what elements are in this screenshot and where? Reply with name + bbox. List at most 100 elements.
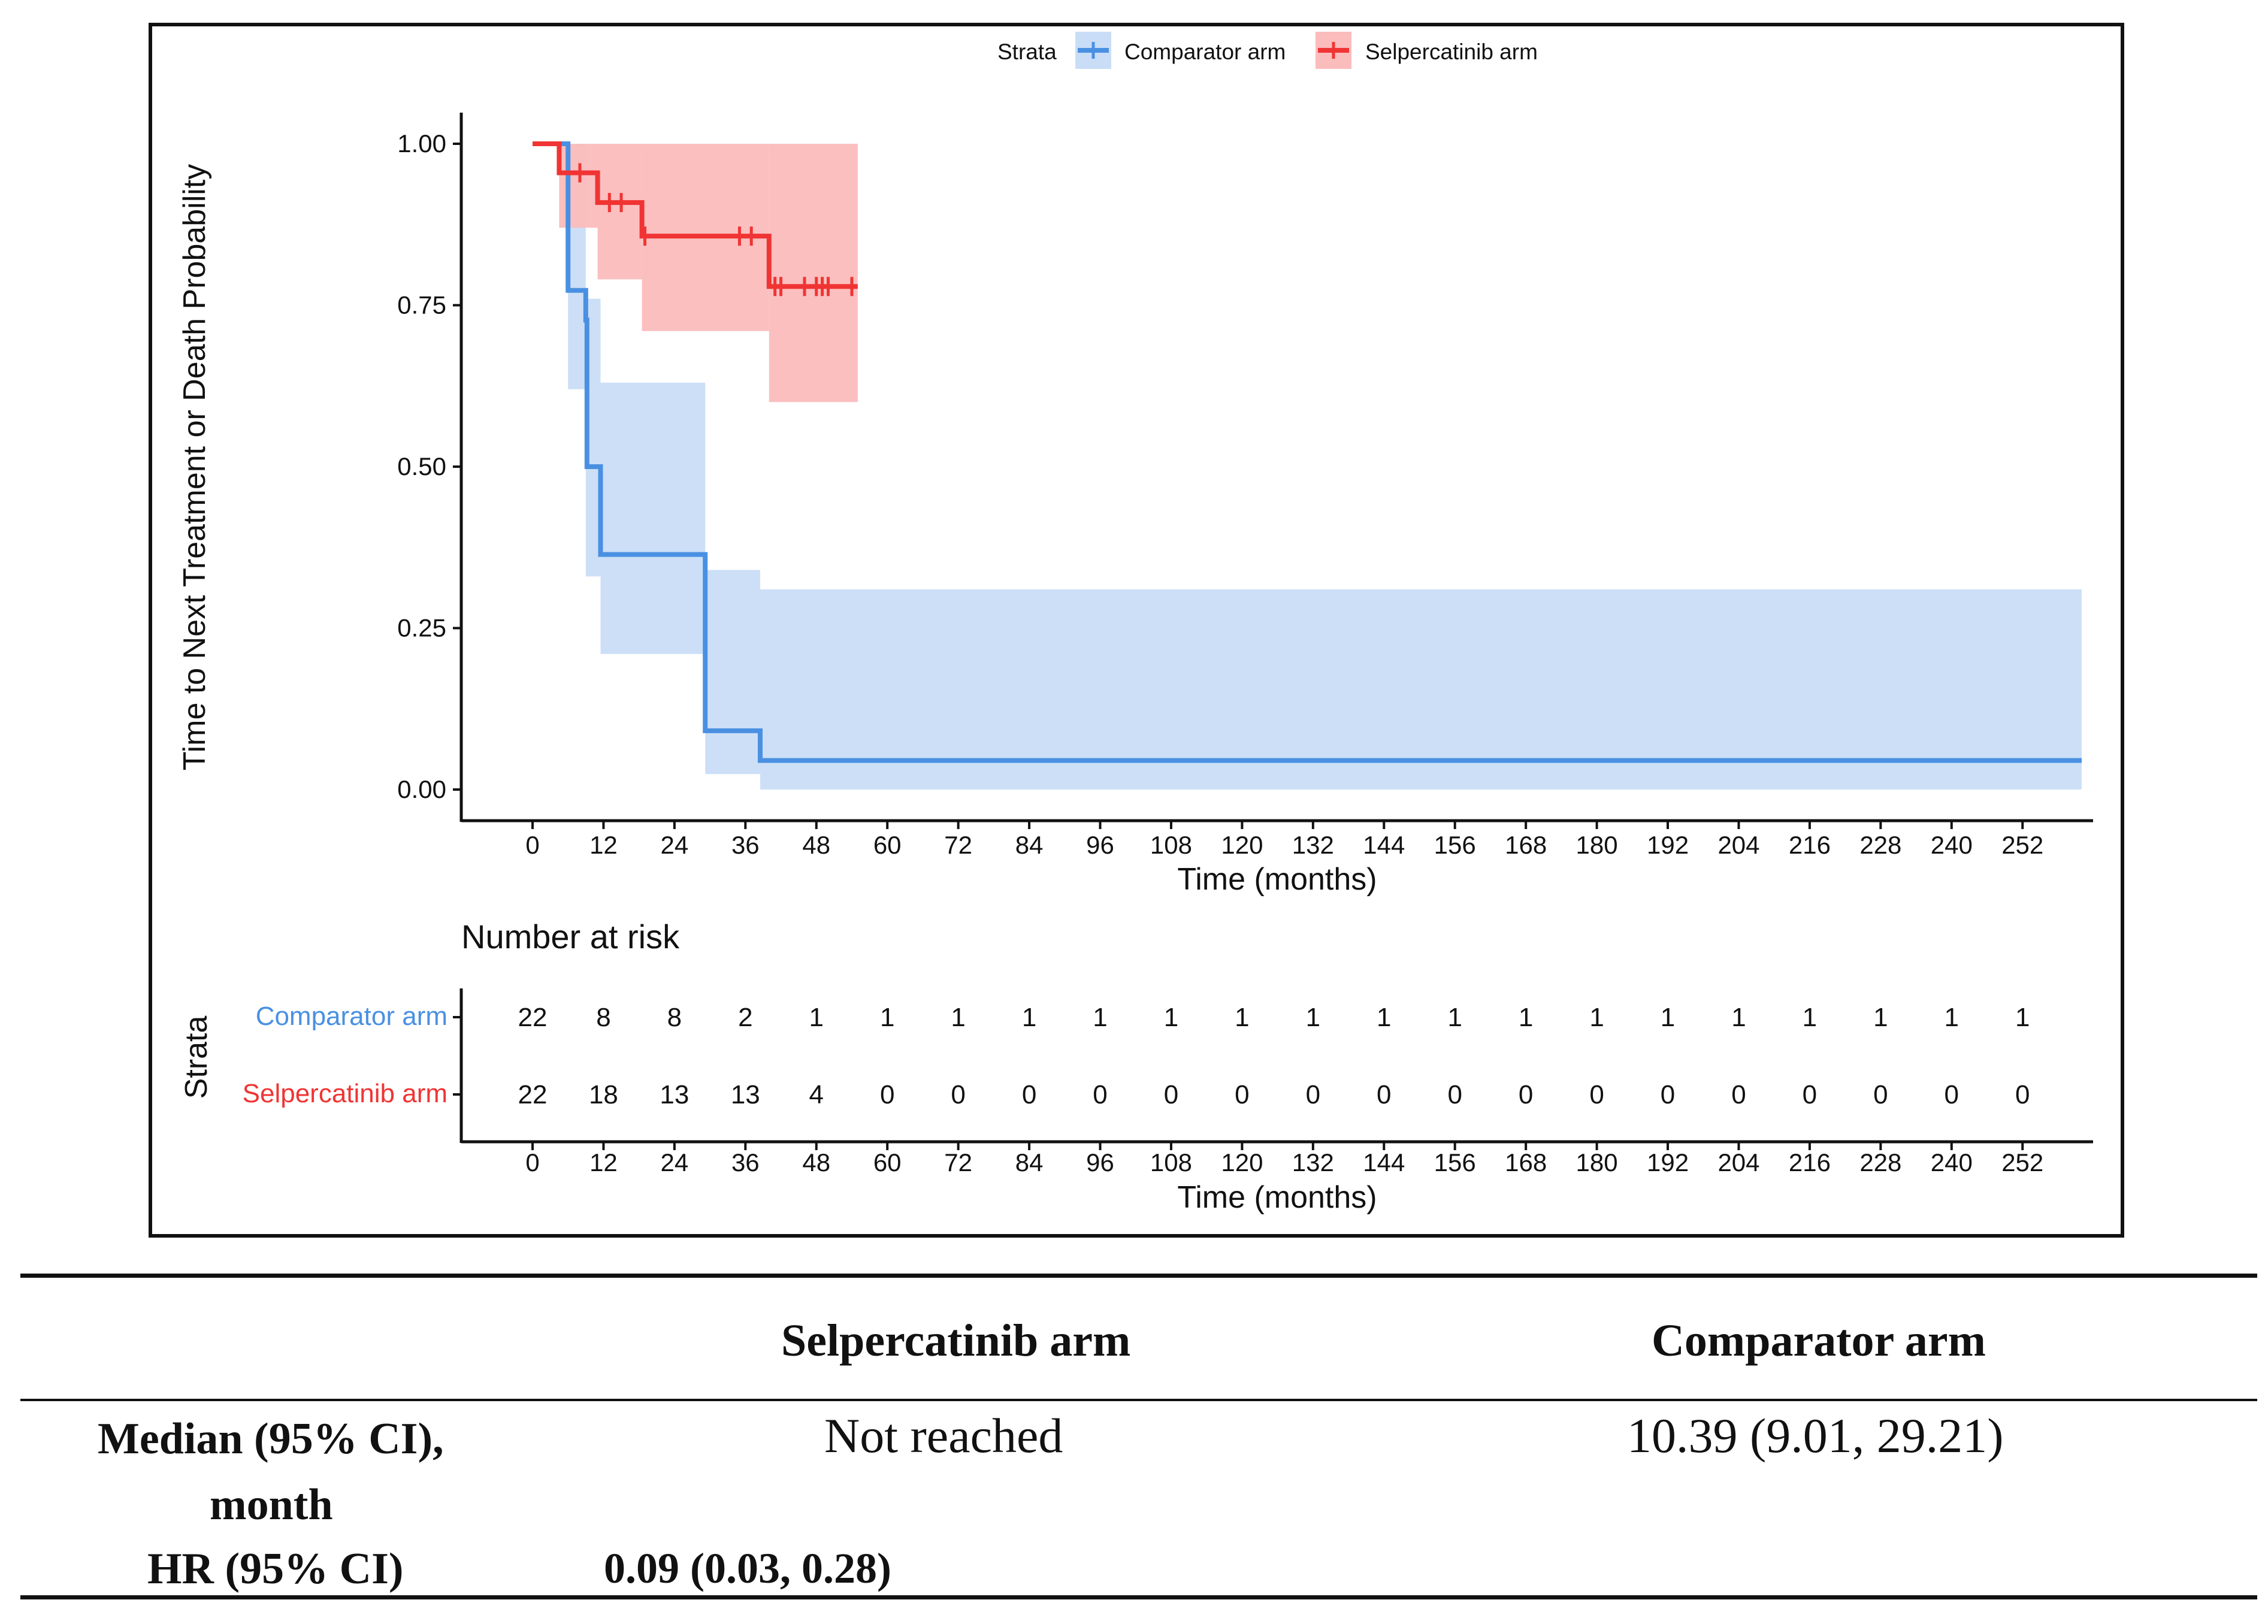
- y-axis-label: Time to Next Treatment or Death Probabil…: [177, 164, 212, 770]
- hr-value: 0.09 (0.03, 0.28): [604, 1544, 891, 1592]
- x-tick-label-5: 60: [873, 831, 902, 859]
- risk-value-selpercatinib-6: 0: [951, 1080, 965, 1109]
- x-tick-label-2: 24: [661, 831, 689, 859]
- risk-value-comparator-21: 1: [2015, 1003, 2030, 1032]
- risk-value-selpercatinib-12: 0: [1377, 1080, 1391, 1109]
- risk-x-tick-label-17: 204: [1717, 1148, 1759, 1177]
- risk-value-selpercatinib-18: 0: [1803, 1080, 1817, 1109]
- risk-x-tick-label-16: 192: [1647, 1148, 1689, 1177]
- y-tick-label-4: 1.00: [397, 129, 446, 158]
- risk-value-selpercatinib-16: 0: [1661, 1080, 1675, 1109]
- x-tick-label-4: 48: [802, 831, 830, 859]
- x-tick-label-15: 180: [1576, 831, 1618, 859]
- risk-x-tick-label-18: 216: [1789, 1148, 1831, 1177]
- risk-table: Number at risk Comparator arm Selpercati…: [179, 918, 2093, 1215]
- risk-row-label-comparator: Comparator arm: [256, 1002, 447, 1031]
- risk-value-comparator-6: 1: [951, 1003, 965, 1032]
- x-tick-label-10: 120: [1221, 831, 1263, 859]
- risk-x-tick-label-7: 84: [1015, 1148, 1044, 1177]
- x-tick-label-16: 192: [1647, 831, 1689, 859]
- table-bottom-rule: [20, 1595, 2257, 1599]
- ci-band-comparator-3: [705, 570, 760, 775]
- x-tick-label-19: 228: [1859, 831, 1901, 859]
- risk-table-strata-label: Strata: [179, 1016, 214, 1099]
- risk-value-comparator-5: 1: [880, 1003, 894, 1032]
- risk-value-comparator-4: 1: [809, 1003, 824, 1032]
- legend-entry-selpercatinib: Selpercatinib arm: [1316, 32, 1538, 69]
- risk-value-comparator-17: 1: [1731, 1003, 1746, 1032]
- risk-x-tick-label-4: 48: [802, 1148, 830, 1177]
- risk-value-selpercatinib-4: 4: [809, 1080, 824, 1109]
- x-tick-label-9: 108: [1150, 831, 1192, 859]
- risk-x-tick-label-9: 108: [1150, 1148, 1192, 1177]
- risk-value-selpercatinib-0: 22: [518, 1080, 548, 1109]
- risk-value-selpercatinib-21: 0: [2015, 1080, 2030, 1109]
- risk-x-tick-label-15: 180: [1576, 1148, 1618, 1177]
- risk-x-tick-label-20: 240: [1931, 1148, 1973, 1177]
- table-header-rule: [20, 1399, 2257, 1401]
- risk-value-comparator-11: 1: [1306, 1003, 1320, 1032]
- risk-value-comparator-14: 1: [1519, 1003, 1533, 1032]
- risk-value-selpercatinib-15: 0: [1589, 1080, 1604, 1109]
- x-tick-label-7: 84: [1015, 831, 1044, 859]
- risk-x-tick-label-21: 252: [2001, 1148, 2043, 1177]
- risk-x-axis-ticks: 0 12 24 36 48 60 72 84 96 108 120 132 144 156 168 180 19…: [525, 1142, 2043, 1177]
- x-tick-label-11: 132: [1292, 831, 1334, 859]
- x-tick-label-0: 0: [525, 831, 539, 859]
- risk-x-tick-label-5: 60: [873, 1148, 902, 1177]
- risk-value-selpercatinib-3: 13: [731, 1080, 760, 1109]
- ci-band-selpercatinib-3: [769, 144, 858, 403]
- risk-value-selpercatinib-7: 0: [1022, 1080, 1036, 1109]
- median-selpercatinib: Not reached: [824, 1408, 1063, 1463]
- table-top-rule: [20, 1274, 2257, 1278]
- x-tick-label-8: 96: [1086, 831, 1114, 859]
- risk-x-tick-label-14: 168: [1505, 1148, 1547, 1177]
- x-tick-label-1: 12: [589, 831, 618, 859]
- row-label-hr: HR (95% CI): [147, 1544, 404, 1593]
- risk-value-selpercatinib-2: 13: [660, 1080, 689, 1109]
- risk-value-comparator-7: 1: [1022, 1003, 1036, 1032]
- ci-band-selpercatinib-0: [559, 144, 598, 228]
- risk-value-comparator-0: 22: [518, 1003, 548, 1032]
- risk-x-tick-label-1: 12: [589, 1148, 618, 1177]
- x-tick-label-6: 72: [944, 831, 972, 859]
- risk-value-comparator-3: 2: [738, 1003, 752, 1032]
- risk-table-x-axis-label: Time (months): [1177, 1180, 1377, 1215]
- y-tick-label-1: 0.25: [397, 614, 446, 642]
- risk-value-comparator-12: 1: [1377, 1003, 1391, 1032]
- curve-comparator: [533, 141, 2082, 763]
- risk-value-selpercatinib-8: 0: [1093, 1080, 1107, 1109]
- legend: Strata Comparator arm Selpercatinib arm: [997, 32, 1538, 69]
- risk-x-tick-label-8: 96: [1086, 1148, 1114, 1177]
- risk-value-comparator-20: 1: [1945, 1003, 1959, 1032]
- col-header-selpercatinib: Selpercatinib arm: [781, 1315, 1131, 1366]
- col-header-comparator: Comparator arm: [1652, 1315, 1986, 1366]
- x-axis-ticks: 0 12 24 36 48 60 72 84 96 108 120 132 144 156 168 180 19…: [525, 821, 2043, 859]
- risk-value-selpercatinib-14: 0: [1519, 1080, 1533, 1109]
- risk-x-tick-label-0: 0: [525, 1148, 539, 1177]
- censor-marks: [578, 163, 854, 297]
- ci-band-comparator-4: [760, 589, 2082, 790]
- y-tick-label-2: 0.50: [397, 452, 446, 480]
- risk-value-comparator-19: 1: [1873, 1003, 1888, 1032]
- risk-value-comparator-18: 1: [1803, 1003, 1817, 1032]
- risk-value-comparator-2: 8: [667, 1003, 682, 1032]
- legend-entry-comparator: Comparator arm: [1075, 32, 1286, 69]
- x-tick-label-3: 36: [731, 831, 760, 859]
- y-tick-label-0: 0.00: [397, 775, 446, 803]
- legend-label-selpercatinib: Selpercatinib arm: [1365, 40, 1538, 64]
- x-tick-label-20: 240: [1931, 831, 1973, 859]
- median-comparator: 10.39 (9.01, 29.21): [1627, 1408, 2004, 1463]
- x-axis-label: Time (months): [1177, 862, 1377, 897]
- legend-label-comparator: Comparator arm: [1124, 40, 1286, 64]
- km-plot: 0.00 0.25 0.50 0.75 1.00 0 12 24 36 48 60 72 84 96 10…: [177, 113, 2093, 897]
- risk-value-comparator-16: 1: [1661, 1003, 1675, 1032]
- row-label-median-line2: month: [210, 1480, 333, 1529]
- risk-value-selpercatinib-19: 0: [1873, 1080, 1888, 1109]
- risk-x-tick-label-10: 120: [1221, 1148, 1263, 1177]
- risk-value-selpercatinib-20: 0: [1945, 1080, 1959, 1109]
- risk-x-tick-label-12: 144: [1363, 1148, 1405, 1177]
- y-axis-ticks: 0.00 0.25 0.50 0.75 1.00: [397, 129, 461, 803]
- risk-table-title: Number at risk: [461, 918, 680, 955]
- risk-value-selpercatinib-5: 0: [880, 1080, 894, 1109]
